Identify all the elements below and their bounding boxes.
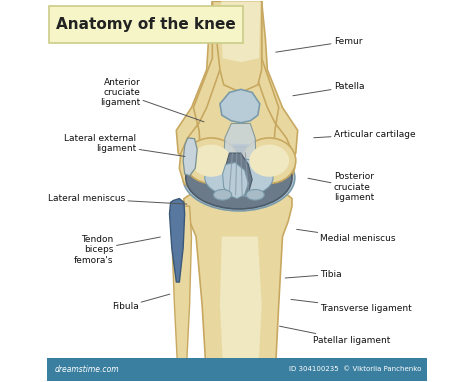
Polygon shape bbox=[172, 206, 191, 380]
Polygon shape bbox=[183, 138, 197, 176]
Polygon shape bbox=[184, 189, 292, 380]
Polygon shape bbox=[220, 236, 262, 380]
Ellipse shape bbox=[205, 159, 273, 197]
Text: Anatomy of the knee: Anatomy of the knee bbox=[56, 17, 236, 32]
Ellipse shape bbox=[191, 144, 231, 177]
FancyBboxPatch shape bbox=[49, 6, 243, 43]
Polygon shape bbox=[220, 89, 260, 123]
FancyBboxPatch shape bbox=[47, 358, 427, 380]
Polygon shape bbox=[216, 2, 259, 70]
Text: Lateral meniscus: Lateral meniscus bbox=[48, 194, 187, 204]
Ellipse shape bbox=[246, 189, 264, 200]
Text: Fibula: Fibula bbox=[112, 294, 170, 311]
Text: Femur: Femur bbox=[276, 37, 362, 52]
Ellipse shape bbox=[243, 138, 296, 183]
Polygon shape bbox=[223, 163, 248, 199]
Text: Posterior
cruciate
ligament: Posterior cruciate ligament bbox=[308, 172, 374, 202]
Polygon shape bbox=[207, 195, 271, 208]
Polygon shape bbox=[224, 123, 256, 187]
Text: Transverse ligament: Transverse ligament bbox=[291, 299, 412, 313]
Ellipse shape bbox=[183, 144, 295, 211]
Ellipse shape bbox=[213, 189, 232, 200]
Text: Patella: Patella bbox=[293, 82, 364, 96]
Polygon shape bbox=[221, 2, 261, 62]
Text: Patellar ligament: Patellar ligament bbox=[280, 326, 390, 345]
Polygon shape bbox=[226, 153, 252, 197]
Text: Medial meniscus: Medial meniscus bbox=[297, 229, 396, 243]
Ellipse shape bbox=[186, 146, 292, 209]
Polygon shape bbox=[170, 199, 185, 282]
Polygon shape bbox=[212, 2, 262, 92]
Text: Anterior
cruciate
ligament: Anterior cruciate ligament bbox=[100, 78, 204, 122]
Text: Lateral external
ligament: Lateral external ligament bbox=[64, 134, 185, 157]
Polygon shape bbox=[176, 2, 298, 176]
Polygon shape bbox=[254, 2, 295, 191]
Ellipse shape bbox=[249, 144, 289, 177]
Text: ID 304100235  © Viktoriia Panchenko: ID 304100235 © Viktoriia Panchenko bbox=[289, 366, 421, 372]
Text: Tibia: Tibia bbox=[285, 270, 342, 279]
Polygon shape bbox=[179, 2, 220, 191]
Text: Articular cartilage: Articular cartilage bbox=[314, 129, 415, 139]
Ellipse shape bbox=[185, 138, 238, 183]
Text: Tendon
biceps
femora's: Tendon biceps femora's bbox=[74, 235, 160, 265]
Text: dreamstime.com: dreamstime.com bbox=[54, 365, 119, 374]
